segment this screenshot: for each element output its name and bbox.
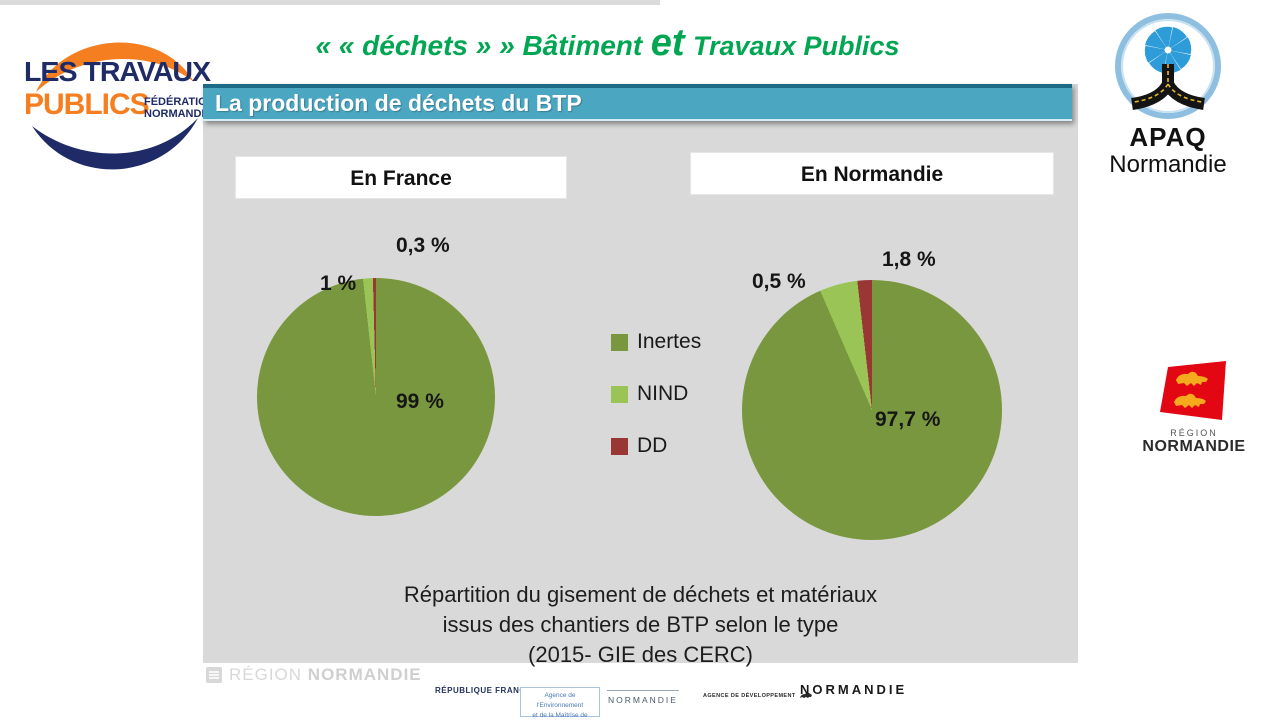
footer-partner-logos: RÉPUBLIQUE FRANÇAISE Agence de l'Environ… xyxy=(0,680,1280,720)
normandie-flag-icon xyxy=(1160,361,1226,420)
apaq-globe-icon xyxy=(1115,13,1221,119)
legend-item-dd: DD xyxy=(611,434,701,458)
slide-title-part-2: et xyxy=(650,22,685,64)
pie-normandie-label-dd: 1,8 % xyxy=(882,248,936,271)
pie-normandie-label-nind: 0,5 % xyxy=(752,270,806,293)
apaq-logo-text-1: APAQ xyxy=(1129,122,1207,152)
legend-label-dd: DD xyxy=(637,434,668,457)
legend-label-inertes: Inertes xyxy=(637,330,702,353)
normandie-footer-logo: NORMANDIE xyxy=(800,682,908,697)
content-panel: La production de déchets du BTP En Franc… xyxy=(203,84,1078,667)
pie-title-normandie: En Normandie xyxy=(690,152,1054,195)
legend-item-inertes: Inertes xyxy=(611,330,701,354)
ademe-logo-line-2: et de la Maîtrise de l'Énergie xyxy=(532,712,588,720)
ademe-logo-line-1: Agence de l'Environnement xyxy=(536,692,584,710)
pie-france-label-dd: 0,3 % xyxy=(396,234,450,257)
ademe-logo: Agence de l'Environnement et de la Maîtr… xyxy=(520,687,600,720)
pie-normandie-label-inertes: 97,7 % xyxy=(875,408,941,431)
agence-developpement-logo: AGENCE DE DÉVELOPPEMENT xyxy=(703,692,813,700)
region-logo-text-1: RÉGION xyxy=(1170,428,1218,438)
cerc-normandie-logo: NORMANDIE xyxy=(607,690,679,705)
pie-france-label-inertes: 99 % xyxy=(396,390,444,413)
chart-caption-line-1: Répartition du gisement de déchets et ma… xyxy=(403,582,878,607)
watermark-text: RÉGION NORMANDIE xyxy=(229,665,422,685)
region-normandie-watermark: RÉGION NORMANDIE xyxy=(205,665,422,685)
apaq-road-tree-icon xyxy=(1131,64,1205,110)
pie-legend: Inertes NIND DD xyxy=(611,330,701,486)
watermark-text-region: RÉGION xyxy=(229,665,303,684)
watermark-text-normandie: NORMANDIE xyxy=(307,665,422,684)
pie-chart-france xyxy=(257,278,495,516)
region-logo-text-2: NORMANDIE xyxy=(1142,438,1246,455)
travaux-publics-arcs-icon xyxy=(32,42,198,170)
republique-francaise-logo: RÉPUBLIQUE FRANÇAISE xyxy=(435,686,547,695)
legend-swatch-nind xyxy=(611,385,628,403)
federation-label: FÉDÉRATION xyxy=(144,96,215,108)
section-header-bar: La production de déchets du BTP xyxy=(203,84,1072,121)
section-header-title: La production de déchets du BTP xyxy=(215,90,582,116)
slide-title-part-1: « « déchets » » Bâtiment xyxy=(315,30,643,61)
agence-developpement-text: AGENCE DE DÉVELOPPEMENT xyxy=(703,693,796,699)
watermark-flag-icon xyxy=(206,667,222,683)
chart-caption-line-3: (2015- GIE des CERC) xyxy=(528,642,753,667)
region-normandie-logo: RÉGION NORMANDIE xyxy=(1138,360,1250,456)
slide-title: « « déchets » » Bâtiment et Travaux Publ… xyxy=(235,22,980,65)
chart-caption: Répartition du gisement de déchets et ma… xyxy=(203,580,1078,670)
slide-top-edge xyxy=(0,0,660,5)
slide-title-part-3: Travaux Publics xyxy=(692,31,900,61)
leopard-icon xyxy=(799,692,812,698)
apaq-normandie-logo: APAQ Normandie xyxy=(1098,12,1238,179)
travaux-publics-logo-text-2: PUBLICS xyxy=(24,88,150,121)
pie-france-label-nind: 1 % xyxy=(320,272,357,295)
legend-swatch-dd xyxy=(611,437,628,455)
normandie-label: NORMANDIE xyxy=(144,108,212,120)
pie-title-france: En France xyxy=(235,156,567,199)
legend-label-nind: NIND xyxy=(637,382,689,405)
pie-chart-normandie xyxy=(742,280,1002,540)
travaux-publics-logo: LES TRAVAUX PUBLICS FÉDÉRATION NORMANDIE xyxy=(22,10,215,190)
chart-caption-line-2: issus des chantiers de BTP selon le type xyxy=(442,612,839,637)
apaq-logo-text-2: Normandie xyxy=(1109,151,1227,178)
legend-swatch-inertes xyxy=(611,333,628,351)
federation-normandie-label: FÉDÉRATION NORMANDIE xyxy=(144,96,215,120)
legend-item-nind: NIND xyxy=(611,382,701,406)
travaux-publics-logo-text-1: LES TRAVAUX xyxy=(24,56,211,87)
